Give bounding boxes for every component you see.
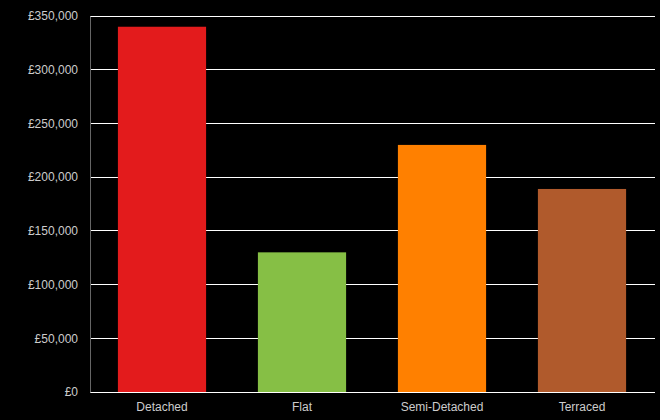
tick-label: Terraced	[559, 400, 606, 414]
tick: £150,000	[28, 224, 90, 238]
tick: £200,000	[28, 170, 90, 184]
tick: £300,000	[28, 63, 90, 77]
bars	[118, 27, 626, 392]
bar	[538, 189, 626, 392]
grid	[90, 16, 655, 392]
tick-label: £150,000	[28, 224, 78, 238]
tick-label: Detached	[136, 400, 187, 414]
bar	[398, 145, 486, 392]
tick: Semi-Detached	[401, 392, 484, 414]
chart: £0 £50,000 £100,000 £150,000 £200,000 £250,00…	[0, 0, 660, 420]
tick: Flat	[292, 392, 313, 414]
tick-label: Semi-Detached	[401, 400, 484, 414]
tick-label: £0	[65, 385, 79, 399]
tick-label: Flat	[292, 400, 313, 414]
tick-label: £350,000	[28, 9, 78, 23]
axis-line	[93, 392, 653, 393]
y-axis: £0 £50,000 £100,000 £150,000 £200,000 £250,00…	[28, 9, 91, 399]
tick: £50,000	[35, 332, 90, 346]
plot: £0 £50,000 £100,000 £150,000 £200,000 £250,00…	[28, 9, 655, 413]
bar	[258, 252, 346, 392]
tick: £0	[65, 385, 90, 399]
tick: Terraced	[559, 392, 606, 414]
tick-label: £100,000	[28, 278, 78, 292]
x-axis: Detached Flat Semi-Detached Terraced	[93, 392, 653, 414]
tick: £250,000	[28, 117, 90, 131]
tick: £100,000	[28, 278, 90, 292]
tick-label: £200,000	[28, 170, 78, 184]
bar	[118, 27, 206, 392]
tick-label: £300,000	[28, 63, 78, 77]
tick: Detached	[136, 392, 187, 414]
tick-label: £250,000	[28, 117, 78, 131]
grid-line	[90, 16, 655, 17]
background	[0, 0, 660, 420]
tick-label: £50,000	[35, 332, 79, 346]
axis-line	[90, 17, 91, 393]
tick: £350,000	[28, 9, 90, 23]
